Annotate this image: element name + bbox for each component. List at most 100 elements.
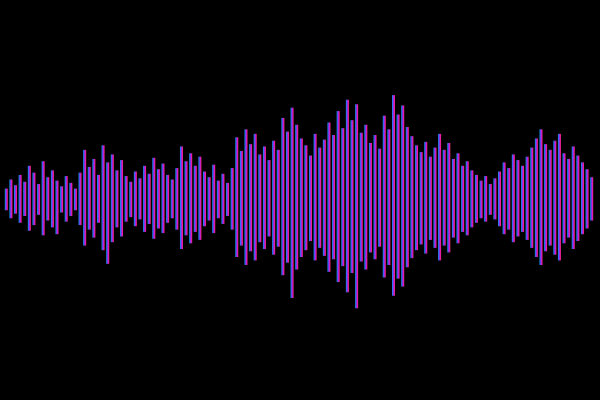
waveform-bar xyxy=(387,129,391,265)
waveform-bar xyxy=(313,133,317,261)
waveform-bar xyxy=(493,178,497,220)
waveform-bar xyxy=(451,158,455,238)
waveform-bar xyxy=(461,165,465,232)
waveform-bar xyxy=(438,133,442,261)
waveform-bar xyxy=(359,132,363,262)
waveform-bar xyxy=(373,135,377,260)
waveform-bar xyxy=(262,146,266,250)
waveform-bar xyxy=(281,117,285,276)
waveform-bar xyxy=(576,155,580,242)
waveform-bar xyxy=(580,162,584,235)
waveform-bar xyxy=(295,124,299,270)
waveform-bar xyxy=(276,149,280,247)
waveform-bar xyxy=(285,131,289,263)
waveform-bar xyxy=(87,166,91,230)
waveform-bar xyxy=(147,173,151,224)
waveform-bar xyxy=(23,181,27,216)
waveform-bar xyxy=(396,114,400,279)
waveform-bar xyxy=(428,156,432,240)
waveform-bar xyxy=(110,154,114,243)
waveform-bar xyxy=(511,154,515,243)
waveform-bar xyxy=(170,179,174,219)
waveform-bar xyxy=(290,107,294,299)
waveform-bar xyxy=(216,180,220,219)
waveform-bar xyxy=(253,133,257,261)
waveform-bar xyxy=(341,128,345,267)
waveform-bar xyxy=(544,144,548,252)
waveform-bar xyxy=(83,149,87,246)
waveform-bar xyxy=(258,154,262,243)
waveform-bar xyxy=(405,127,409,268)
waveform-bar xyxy=(64,176,68,222)
waveform-bar xyxy=(410,136,414,259)
waveform-bar xyxy=(521,165,525,232)
waveform-bar xyxy=(152,157,156,239)
waveform-bar xyxy=(433,147,437,248)
waveform-bar xyxy=(332,135,336,260)
waveform-bar xyxy=(101,145,105,251)
waveform-bar xyxy=(368,143,372,253)
waveform-bar xyxy=(184,161,188,236)
waveform-bar xyxy=(9,179,13,219)
waveform-bar xyxy=(92,158,96,238)
waveform-bar xyxy=(73,188,77,211)
waveform-bar xyxy=(37,184,41,215)
waveform-bar xyxy=(309,155,313,242)
waveform-bar xyxy=(4,188,8,211)
waveform-bar xyxy=(391,95,395,296)
waveform-bar xyxy=(96,174,100,223)
waveform-bar xyxy=(447,143,451,253)
waveform-bar xyxy=(50,170,54,228)
waveform-bar xyxy=(474,174,478,223)
waveform-bar xyxy=(350,120,354,273)
waveform-bar xyxy=(41,161,45,236)
waveform-bar xyxy=(46,177,50,221)
waveform-bar xyxy=(530,147,534,248)
waveform-bar xyxy=(553,140,557,255)
waveform-bar xyxy=(244,129,248,265)
waveform-bar xyxy=(198,156,202,240)
waveform-bar xyxy=(272,140,276,255)
waveform-bar xyxy=(590,177,594,221)
waveform-bar xyxy=(327,122,331,272)
waveform-bar xyxy=(69,182,73,216)
waveform-bar xyxy=(557,133,561,261)
waveform-bar xyxy=(193,165,197,232)
waveform-bar xyxy=(498,171,502,227)
waveform-bar xyxy=(567,158,571,238)
waveform-bar xyxy=(401,105,405,287)
waveform-bar xyxy=(378,148,382,247)
waveform-bar xyxy=(60,186,64,213)
waveform-bar xyxy=(539,129,543,265)
waveform-bar xyxy=(415,145,419,251)
waveform-bar xyxy=(484,176,488,222)
waveform-bar xyxy=(179,146,183,250)
waveform-bars-group xyxy=(4,95,594,309)
waveform-bar xyxy=(249,144,253,252)
waveform-bar xyxy=(516,160,520,237)
waveform-bar xyxy=(299,138,303,257)
waveform-bar xyxy=(470,170,474,228)
waveform-bar xyxy=(161,163,165,234)
waveform-bar xyxy=(585,169,589,229)
waveform-bar xyxy=(212,164,216,234)
waveform-bar xyxy=(355,104,359,309)
waveform-bar xyxy=(78,172,82,226)
waveform-bar xyxy=(55,180,59,235)
waveform-bar xyxy=(143,165,147,232)
waveform-bar xyxy=(507,168,511,230)
waveform-bar xyxy=(322,139,326,256)
waveform-bar xyxy=(115,170,119,228)
waveform-bar xyxy=(502,162,506,235)
waveform-bar xyxy=(525,156,529,240)
waveform-bar xyxy=(267,160,271,237)
waveform-bar xyxy=(548,149,552,246)
waveform-bar xyxy=(27,165,31,231)
waveform-bar xyxy=(106,162,110,264)
waveform-bar xyxy=(166,174,170,223)
waveform-bar xyxy=(124,176,128,222)
waveform-bar xyxy=(175,168,179,230)
waveform-bar xyxy=(336,111,340,283)
